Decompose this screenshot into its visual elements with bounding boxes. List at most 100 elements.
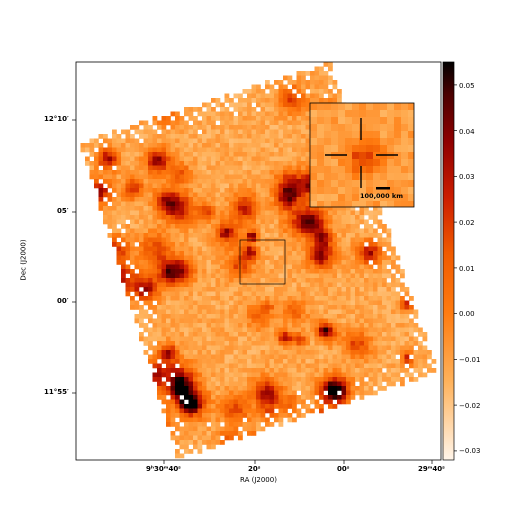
map-pixel — [328, 98, 333, 103]
map-pixel — [323, 242, 329, 247]
colorbar-tick-label: −0.02 — [459, 402, 481, 410]
inset-pixel — [359, 180, 367, 188]
map-pixel — [170, 201, 176, 207]
map-pixel — [359, 251, 365, 256]
map-pixel — [323, 84, 329, 90]
map-pixel — [134, 206, 140, 211]
map-pixel — [332, 395, 338, 400]
map-pixel — [274, 287, 279, 292]
map-pixel — [328, 314, 333, 319]
inset-pixel — [338, 180, 346, 188]
map-pixel — [184, 404, 189, 409]
map-pixel — [247, 273, 252, 279]
inset-pixel — [359, 110, 367, 118]
map-pixel — [274, 93, 279, 99]
map-pixel — [107, 197, 113, 202]
inset-pixel — [380, 201, 388, 207]
map-pixel — [323, 98, 329, 103]
inset-pixel — [310, 117, 318, 125]
map-pixel — [256, 264, 261, 270]
map-pixel — [413, 314, 419, 319]
map-pixel — [215, 363, 221, 369]
map-pixel — [377, 359, 383, 364]
map-pixel — [355, 278, 360, 283]
map-pixel — [287, 417, 293, 423]
map-pixel — [134, 152, 140, 157]
map-pixel — [350, 341, 356, 346]
map-pixel — [364, 269, 369, 274]
map-pixel — [197, 228, 203, 234]
map-pixel — [269, 84, 275, 90]
map-pixel — [179, 251, 185, 256]
map-pixel — [139, 210, 144, 216]
map-pixel — [256, 404, 261, 409]
map-pixel — [166, 327, 171, 333]
map-pixel — [188, 386, 194, 391]
map-pixel — [310, 305, 315, 310]
map-pixel — [202, 237, 207, 243]
map-pixel — [161, 264, 167, 270]
inset-pixel — [310, 166, 318, 174]
map-pixel — [247, 314, 252, 319]
map-pixel — [220, 129, 225, 135]
map-pixel — [256, 93, 261, 99]
map-pixel — [332, 224, 338, 229]
map-pixel — [211, 345, 216, 351]
map-pixel — [314, 327, 320, 333]
map-pixel — [413, 309, 419, 315]
map-pixel — [292, 332, 297, 337]
map-pixel — [143, 120, 149, 126]
map-pixel — [283, 399, 288, 405]
map-pixel — [139, 260, 144, 265]
inset-pixel — [373, 159, 381, 167]
map-pixel — [292, 251, 297, 256]
map-pixel — [211, 399, 216, 405]
map-pixel — [305, 165, 311, 171]
inset-pixel — [366, 152, 374, 160]
map-pixel — [328, 224, 333, 229]
map-pixel — [346, 278, 351, 283]
map-pixel — [292, 323, 297, 328]
map-pixel — [305, 183, 311, 189]
map-pixel — [215, 264, 221, 270]
map-pixel — [89, 147, 95, 153]
map-pixel — [94, 152, 99, 157]
map-pixel — [238, 363, 243, 369]
map-pixel — [418, 350, 423, 355]
map-pixel — [355, 332, 360, 337]
map-pixel — [355, 242, 360, 247]
map-pixel — [170, 197, 176, 202]
map-pixel — [260, 183, 266, 189]
map-pixel — [260, 161, 266, 166]
map-pixel — [175, 413, 180, 418]
map-pixel — [283, 255, 288, 261]
map-pixel — [278, 188, 284, 193]
map-pixel — [251, 84, 257, 90]
map-pixel — [139, 233, 144, 238]
map-pixel — [346, 273, 351, 279]
map-pixel — [161, 156, 167, 162]
map-pixel — [157, 264, 162, 270]
map-pixel — [229, 138, 234, 144]
map-pixel — [395, 282, 401, 288]
map-pixel — [206, 408, 212, 414]
map-pixel — [130, 269, 135, 274]
map-pixel — [157, 332, 162, 337]
map-pixel — [269, 134, 275, 139]
map-pixel — [193, 273, 198, 279]
map-pixel — [283, 359, 288, 364]
map-pixel — [161, 332, 167, 337]
map-pixel — [287, 318, 293, 324]
map-pixel — [283, 282, 288, 288]
map-pixel — [256, 134, 261, 139]
map-pixel — [287, 233, 293, 238]
map-pixel — [206, 116, 212, 121]
map-pixel — [332, 242, 338, 247]
map-pixel — [391, 264, 396, 270]
map-pixel — [112, 179, 117, 184]
map-pixel — [238, 345, 243, 351]
map-pixel — [287, 368, 293, 373]
map-pixel — [251, 161, 257, 166]
map-pixel — [121, 237, 126, 243]
map-pixel — [157, 156, 162, 162]
